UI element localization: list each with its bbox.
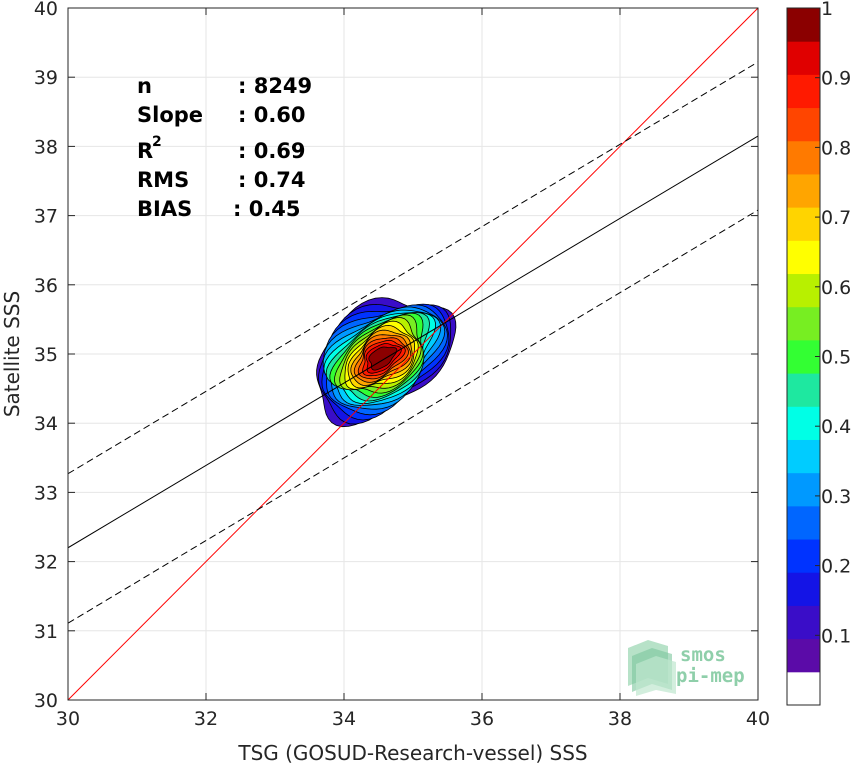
x-tick-label: 34 <box>332 708 356 730</box>
colorbar-segment <box>787 173 820 208</box>
stat-bias-value: : 0.45 <box>233 197 301 221</box>
regression-lower-line <box>68 209 758 624</box>
x-tick-label: 40 <box>746 708 770 730</box>
colorbar-segment <box>787 8 820 42</box>
y-tick-label: 32 <box>34 552 58 574</box>
colorbar-segment <box>787 339 820 374</box>
axis-ticks: 30 32 34 36 38 40 30 31 32 33 34 35 36 37 38 39 40 <box>34 0 770 730</box>
colorbar-segment <box>787 240 820 275</box>
colorbar-tick-label: 0.2 <box>821 556 851 578</box>
regression-line <box>68 135 758 549</box>
colorbar-tick-label: 0.9 <box>821 68 851 90</box>
reference-lines <box>68 8 758 700</box>
colorbar-segment <box>787 107 820 142</box>
one-to-one-line <box>68 8 758 700</box>
stat-rms-name: RMS <box>137 168 189 192</box>
colorbar-segment <box>787 439 820 474</box>
stat-n-value: : 8249 <box>238 74 312 98</box>
y-tick-label: 35 <box>34 344 58 366</box>
stat-r2-superscript: 2 <box>152 134 162 150</box>
colorbar-segment <box>787 638 820 673</box>
logo-wave-icon <box>628 640 676 696</box>
stat-r2-value: : 0.69 <box>238 139 306 163</box>
y-tick-label: 34 <box>34 413 58 435</box>
x-tick-label: 38 <box>608 708 632 730</box>
regression-upper-line <box>68 61 758 475</box>
colorbar-tick-label: 0.7 <box>821 207 851 229</box>
colorbar-segment <box>787 74 820 109</box>
colorbar-segment <box>787 373 820 407</box>
colorbar-segment <box>787 472 820 507</box>
colorbar-tick-label: 0.6 <box>821 277 851 299</box>
colorbar-tick-label: 1 <box>821 0 833 20</box>
y-tick-label: 37 <box>34 206 58 228</box>
stat-bias-name: BIAS <box>137 197 192 221</box>
y-tick-label: 36 <box>34 275 58 297</box>
colorbar-tick-label: 0.8 <box>821 137 851 159</box>
stat-r2-name: R <box>137 139 153 163</box>
colorbar-segment <box>787 41 820 75</box>
density-contours <box>316 297 457 428</box>
colorbar-segment <box>787 273 820 308</box>
stats-box: n : 8249 Slope : 0.60 R 2 : 0.69 RMS : 0… <box>137 74 312 221</box>
logo-text-line2: pi-mep <box>676 665 745 687</box>
colorbar: 0.1 0.2 0.3 0.4 0.5 0.6 0.7 0.8 0.9 1 <box>786 0 851 706</box>
x-tick-label: 32 <box>194 708 218 730</box>
colorbar-tick-label: 0.3 <box>821 486 851 508</box>
logo-text-line1: smos <box>680 644 726 666</box>
x-axis-label: TSG (GOSUD-Research-vessel) SSS <box>237 741 587 765</box>
colorbar-tick-label: 0.4 <box>821 416 851 438</box>
y-tick-label: 30 <box>34 690 58 712</box>
stat-slope-value: : 0.60 <box>238 103 306 127</box>
smos-pi-mep-logo: smos pi-mep <box>628 640 745 696</box>
colorbar-segment <box>787 605 820 640</box>
colorbar-segment <box>787 572 820 606</box>
colorbar-tick-label: 0.5 <box>821 347 851 369</box>
y-tick-label: 38 <box>34 136 58 158</box>
colorbar-segment <box>787 406 820 440</box>
stat-n-name: n <box>137 74 152 98</box>
colorbar-segment <box>787 671 820 706</box>
colorbar-segment <box>787 539 820 573</box>
x-tick-label: 30 <box>56 708 80 730</box>
colorbar-segment <box>787 505 820 540</box>
y-axis-label: Satellite SSS <box>0 291 24 417</box>
colorbar-segment <box>787 140 820 175</box>
y-tick-label: 33 <box>34 482 58 504</box>
colorbar-segment <box>787 207 820 241</box>
colorbar-tick-label: 0.1 <box>821 625 851 647</box>
y-tick-label: 40 <box>34 0 58 20</box>
y-tick-label: 31 <box>34 621 58 643</box>
x-tick-label: 36 <box>470 708 494 730</box>
stat-slope-name: Slope <box>137 103 203 127</box>
colorbar-segment <box>787 306 820 341</box>
y-tick-label: 39 <box>34 67 58 89</box>
stat-rms-value: : 0.74 <box>238 168 306 192</box>
